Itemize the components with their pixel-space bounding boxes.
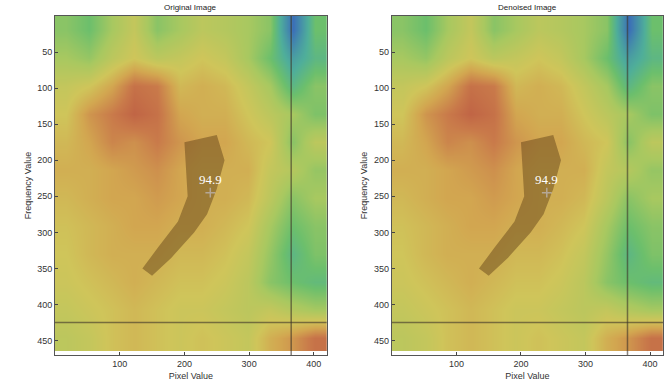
- svg-text:200: 200: [37, 155, 52, 165]
- svg-text:200: 200: [513, 359, 528, 369]
- svg-text:100: 100: [449, 359, 464, 369]
- svg-text:250: 250: [37, 191, 52, 201]
- svg-text:100: 100: [374, 83, 389, 93]
- svg-text:200: 200: [374, 155, 389, 165]
- svg-text:300: 300: [37, 228, 52, 238]
- svg-text:350: 350: [37, 264, 52, 274]
- svg-text:150: 150: [374, 119, 389, 129]
- svg-text:300: 300: [242, 359, 257, 369]
- svg-text:50: 50: [379, 47, 389, 57]
- svg-text:Original Image: Original Image: [164, 3, 217, 12]
- svg-text:Pixel Value: Pixel Value: [169, 371, 213, 381]
- svg-text:200: 200: [177, 359, 192, 369]
- svg-text:300: 300: [578, 359, 593, 369]
- svg-text:400: 400: [37, 300, 52, 310]
- svg-text:400: 400: [306, 359, 321, 369]
- svg-text:350: 350: [374, 264, 389, 274]
- svg-text:Frequency Value: Frequency Value: [359, 152, 369, 219]
- svg-text:94.9: 94.9: [535, 172, 558, 187]
- svg-text:400: 400: [374, 300, 389, 310]
- svg-text:450: 450: [37, 336, 52, 346]
- svg-text:150: 150: [37, 119, 52, 129]
- svg-text:Pixel Value: Pixel Value: [505, 371, 549, 381]
- svg-text:400: 400: [643, 359, 658, 369]
- svg-text:100: 100: [112, 359, 127, 369]
- svg-text:450: 450: [374, 336, 389, 346]
- svg-text:94.9: 94.9: [199, 172, 222, 187]
- svg-text:300: 300: [374, 228, 389, 238]
- svg-text:Frequency Value: Frequency Value: [23, 152, 33, 219]
- svg-text:50: 50: [42, 47, 52, 57]
- svg-text:100: 100: [37, 83, 52, 93]
- svg-text:250: 250: [374, 191, 389, 201]
- svg-text:Denoised Image: Denoised Image: [498, 3, 557, 12]
